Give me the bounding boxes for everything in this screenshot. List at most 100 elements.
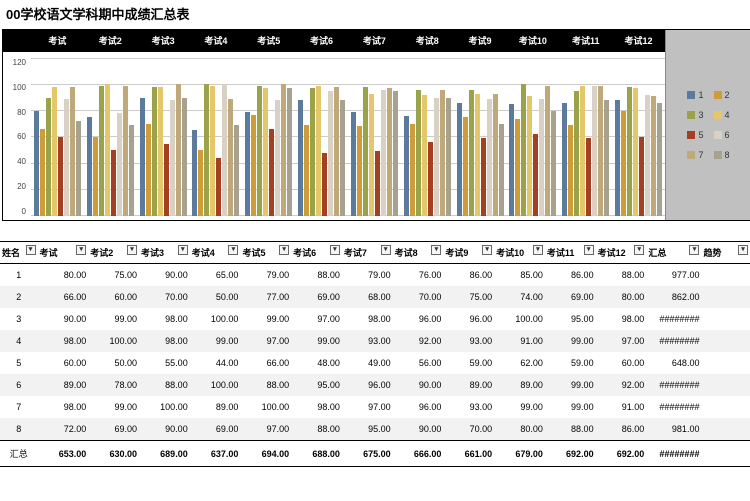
score-cell: 50.00 (88, 352, 139, 374)
chart-bar (263, 88, 268, 216)
table-header-cell[interactable]: 考试11 ▾ (545, 242, 596, 264)
chart-category-header: 考试考试2考试3考试4考试5考试6考试7考试8考试9考试10考试11考试12 (3, 30, 665, 52)
score-cell: 75.00 (88, 264, 139, 287)
filter-dropdown-icon[interactable]: ▾ (689, 245, 699, 255)
chart-bar (123, 86, 128, 216)
filter-dropdown-icon[interactable]: ▾ (178, 245, 188, 255)
chart-bar (93, 137, 98, 216)
table-header-cell[interactable]: 趋势▾ (701, 242, 750, 264)
table-header-cell[interactable]: 考试 ▾ (38, 242, 89, 264)
chart-bar (58, 137, 63, 216)
filter-dropdown-icon[interactable]: ▾ (330, 245, 340, 255)
table-header-cell[interactable]: 考试3▾ (139, 242, 190, 264)
row-total-cell: ######## (646, 374, 701, 396)
legend-swatch (714, 91, 722, 99)
chart-category-label: 考试8 (401, 30, 454, 52)
filter-dropdown-icon[interactable]: ▾ (738, 245, 748, 255)
chart-bar (316, 86, 321, 216)
row-name-cell: 7 (0, 396, 38, 418)
score-cell: 86.00 (443, 264, 494, 287)
chart-bar (627, 87, 632, 216)
row-name-cell: 2 (0, 286, 38, 308)
score-cell: 99.00 (240, 308, 291, 330)
score-cell: 69.00 (545, 286, 596, 308)
legend-swatch (687, 131, 695, 139)
chart-bar (440, 90, 445, 216)
chart-y-tick: 80 (17, 108, 26, 117)
chart-bar (446, 98, 451, 217)
row-name-cell: 1 (0, 264, 38, 287)
footer-total-cell: 692.00 (596, 441, 647, 467)
legend-label: 3 (698, 110, 703, 120)
chart-bar (204, 84, 209, 216)
score-cell: 98.00 (596, 308, 647, 330)
chart-bar (481, 138, 486, 216)
header-label: 考试 (40, 248, 58, 258)
legend-label: 7 (698, 150, 703, 160)
table-header-cell[interactable]: 考试2 ▾ (88, 242, 139, 264)
row-name-cell: 5 (0, 352, 38, 374)
chart-bar-group (137, 58, 190, 216)
filter-dropdown-icon[interactable]: ▾ (482, 245, 492, 255)
score-cell: 99.00 (190, 330, 241, 352)
filter-dropdown-icon[interactable]: ▾ (279, 245, 289, 255)
trend-cell (701, 330, 750, 352)
score-cell: 75.00 (443, 286, 494, 308)
header-label: 考试5 (242, 248, 265, 258)
header-label: 考试11 (547, 248, 575, 258)
table-row: 798.0099.00100.0089.00100.0098.0097.0096… (0, 396, 750, 418)
score-cell: 97.00 (240, 330, 291, 352)
score-cell: 100.00 (139, 396, 190, 418)
score-cell: 44.00 (190, 352, 241, 374)
chart-bar (363, 87, 368, 216)
filter-dropdown-icon[interactable]: ▾ (127, 245, 137, 255)
score-cell: 92.00 (596, 374, 647, 396)
chart-bar (463, 117, 468, 216)
score-cell: 76.00 (393, 264, 444, 287)
table-header-cell[interactable]: 姓名▾ (0, 242, 38, 264)
table-header-cell[interactable]: 考试9▾ (443, 242, 494, 264)
chart-legend: 12345678 (666, 30, 750, 220)
filter-dropdown-icon[interactable]: ▾ (26, 245, 36, 255)
table-header-cell[interactable]: 考试7▾ (342, 242, 393, 264)
chart-y-tick: 40 (17, 157, 26, 166)
legend-item: 1 (687, 90, 703, 100)
filter-dropdown-icon[interactable]: ▾ (584, 245, 594, 255)
table-row: 390.0099.0098.00100.0099.0097.0098.0096.… (0, 308, 750, 330)
table-header-cell[interactable]: 考试4▾ (190, 242, 241, 264)
header-label: 考试2 (90, 248, 113, 258)
chart-category-label: 考试6 (295, 30, 348, 52)
filter-dropdown-icon[interactable]: ▾ (228, 245, 238, 255)
footer-total-cell: 679.00 (494, 441, 545, 467)
table-header-cell[interactable]: 考试6▾ (291, 242, 342, 264)
chart-bar (545, 86, 550, 216)
table-header-cell[interactable]: 考试5 ▾ (240, 242, 291, 264)
table-row: 560.0050.0055.0044.0066.0048.0049.0056.0… (0, 352, 750, 374)
score-cell: 88.00 (291, 264, 342, 287)
score-cell: 100.00 (240, 396, 291, 418)
table-header-cell[interactable]: 考试12▾ (596, 242, 647, 264)
chart-bar (176, 84, 181, 216)
table-header-cell[interactable]: 汇总▾ (646, 242, 701, 264)
chart-bar (657, 103, 662, 216)
chart-bar (298, 100, 303, 216)
row-name-cell: 8 (0, 418, 38, 441)
filter-dropdown-icon[interactable]: ▾ (634, 245, 644, 255)
legend-label: 8 (725, 150, 730, 160)
filter-dropdown-icon[interactable]: ▾ (431, 245, 441, 255)
table-header-cell[interactable]: 考试10▾ (494, 242, 545, 264)
filter-dropdown-icon[interactable]: ▾ (76, 245, 86, 255)
row-total-cell: 648.00 (646, 352, 701, 374)
filter-dropdown-icon[interactable]: ▾ (533, 245, 543, 255)
filter-dropdown-icon[interactable]: ▾ (381, 245, 391, 255)
score-cell: 96.00 (393, 396, 444, 418)
chart-bar (375, 151, 380, 216)
chart-bar (493, 94, 498, 216)
chart-bar (87, 117, 92, 216)
chart-bar-group (612, 58, 665, 216)
chart-bar (521, 84, 526, 216)
footer-total-cell: 689.00 (139, 441, 190, 467)
chart-bar (357, 126, 362, 216)
chart-category-label: 考试4 (189, 30, 242, 52)
table-header-cell[interactable]: 考试8▾ (393, 242, 444, 264)
